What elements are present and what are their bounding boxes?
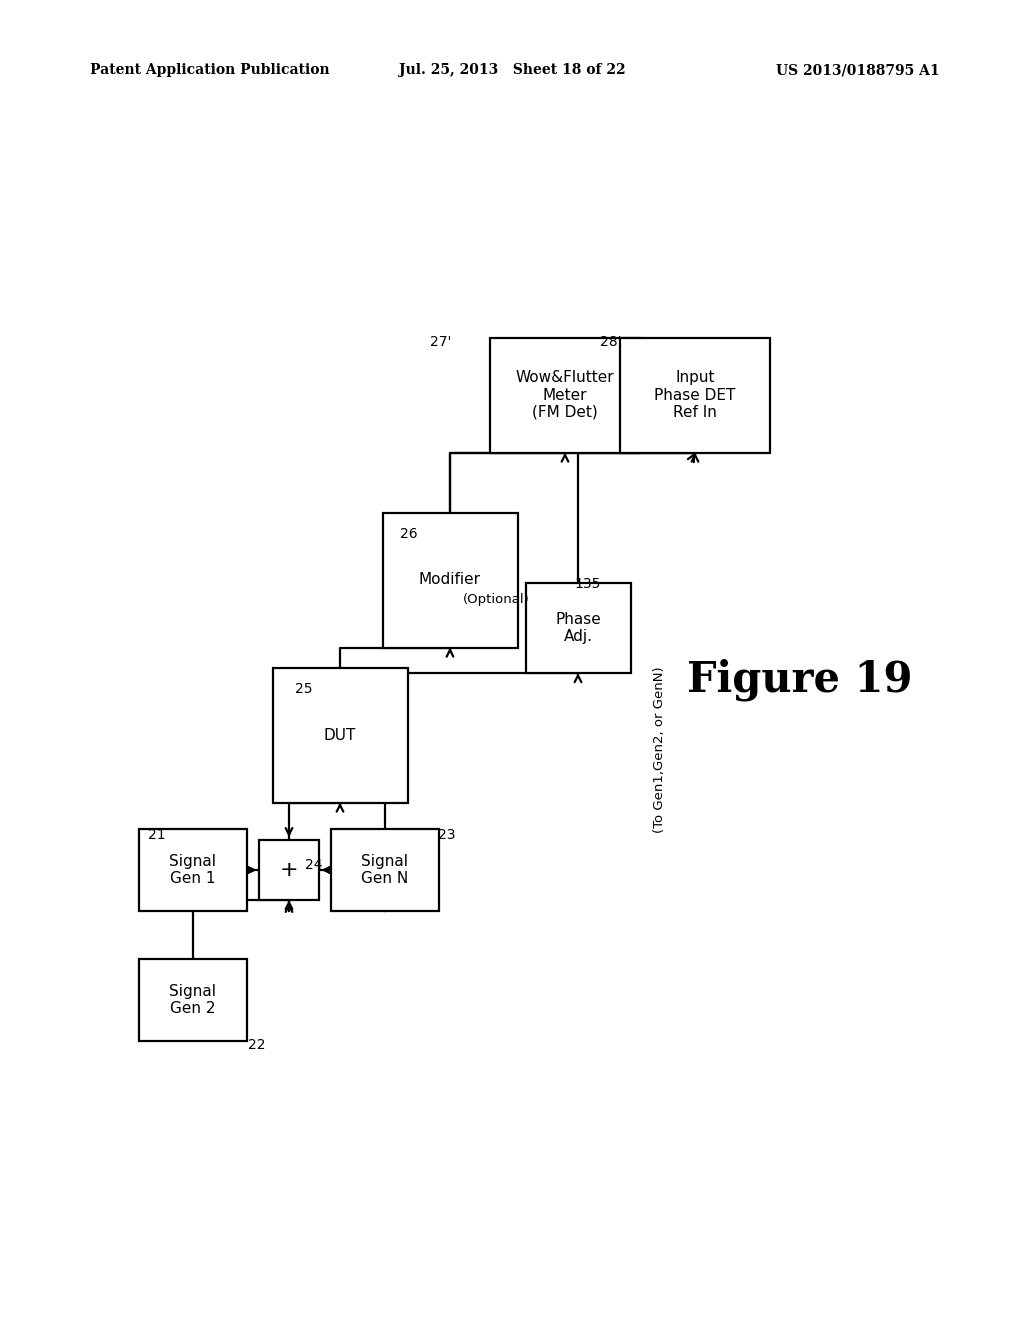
Text: Signal
Gen 1: Signal Gen 1	[170, 854, 216, 886]
Text: Signal
Gen 2: Signal Gen 2	[170, 983, 216, 1016]
Text: Figure 19: Figure 19	[687, 659, 912, 701]
Text: Phase
Adj.: Phase Adj.	[555, 611, 601, 644]
Bar	[259, 840, 319, 900]
Text: 25: 25	[295, 682, 312, 696]
Text: 28': 28'	[600, 335, 622, 348]
Text: DUT: DUT	[324, 727, 356, 742]
Text: Modifier: Modifier	[419, 573, 481, 587]
Text: (To Gen1,Gen2, or GenN): (To Gen1,Gen2, or GenN)	[653, 667, 667, 833]
Text: (Optional): (Optional)	[463, 594, 530, 606]
Text: 26: 26	[400, 527, 418, 541]
Text: Wow&Flutter
Meter
(FM Det): Wow&Flutter Meter (FM Det)	[516, 370, 614, 420]
Text: 24: 24	[305, 858, 323, 873]
Bar	[525, 583, 631, 673]
Text: Input
Phase DET
Ref In: Input Phase DET Ref In	[654, 370, 735, 420]
Bar	[331, 829, 439, 911]
Bar	[139, 829, 247, 911]
Text: 23: 23	[438, 828, 456, 842]
Text: +: +	[280, 861, 298, 880]
Bar	[620, 338, 770, 453]
Text: 21: 21	[148, 828, 166, 842]
Text: Signal
Gen N: Signal Gen N	[361, 854, 409, 886]
Bar	[383, 512, 517, 648]
Text: 22: 22	[248, 1038, 265, 1052]
Text: Jul. 25, 2013   Sheet 18 of 22: Jul. 25, 2013 Sheet 18 of 22	[398, 63, 626, 77]
Bar	[272, 668, 408, 803]
Text: Patent Application Publication: Patent Application Publication	[90, 63, 330, 77]
Text: US 2013/0188795 A1: US 2013/0188795 A1	[776, 63, 940, 77]
Text: 27': 27'	[430, 335, 452, 348]
Bar	[139, 960, 247, 1041]
Bar	[490, 338, 640, 453]
Text: 135: 135	[574, 577, 600, 591]
